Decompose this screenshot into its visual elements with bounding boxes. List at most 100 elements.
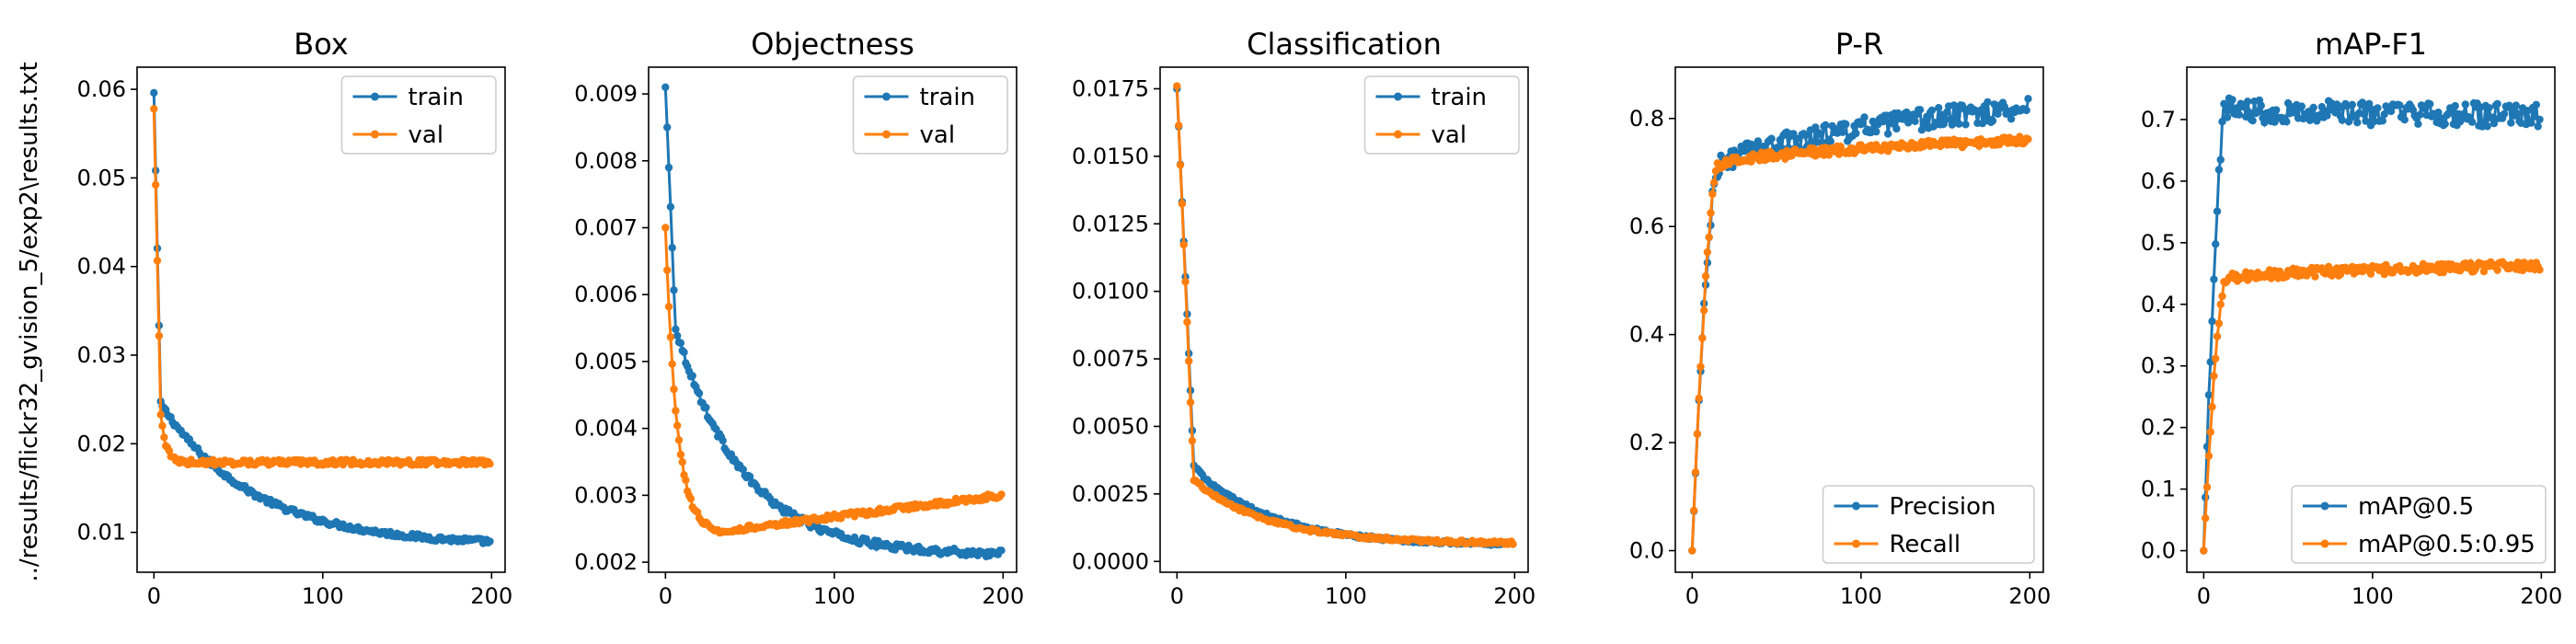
data-point bbox=[2362, 117, 2370, 125]
data-point bbox=[1792, 134, 1801, 144]
y-tick-label: 0.007 bbox=[574, 215, 638, 241]
data-point bbox=[2210, 275, 2218, 283]
data-point bbox=[2488, 113, 2497, 121]
data-point bbox=[2297, 102, 2306, 110]
data-point bbox=[1708, 190, 1717, 199]
data-point bbox=[1188, 436, 1197, 445]
data-point bbox=[155, 331, 164, 340]
legend-label: train bbox=[920, 84, 976, 111]
data-point bbox=[688, 372, 696, 380]
data-point bbox=[2243, 98, 2252, 106]
y-tick-label: 0.6 bbox=[2141, 168, 2176, 194]
series-line bbox=[1690, 98, 2030, 551]
data-point bbox=[2213, 332, 2222, 340]
data-point bbox=[686, 494, 696, 503]
data-point bbox=[2374, 104, 2382, 112]
series-line bbox=[152, 109, 491, 469]
data-point bbox=[2306, 116, 2315, 124]
data-point bbox=[664, 303, 673, 311]
data-point bbox=[668, 360, 676, 368]
data-point bbox=[2380, 110, 2388, 119]
data-point bbox=[1186, 398, 1195, 407]
data-point bbox=[2400, 116, 2409, 124]
data-point bbox=[2534, 122, 2542, 131]
y-tick-label: 0.4 bbox=[2141, 292, 2176, 317]
data-point bbox=[664, 163, 673, 172]
data-point bbox=[694, 508, 702, 516]
data-point bbox=[672, 325, 680, 334]
data-point bbox=[739, 466, 747, 474]
data-point bbox=[2016, 132, 2024, 141]
series-train bbox=[661, 83, 1006, 561]
y-tick-label: 0.006 bbox=[574, 282, 638, 307]
data-point bbox=[1955, 120, 1963, 128]
legend-label: train bbox=[408, 84, 465, 111]
data-point bbox=[2414, 120, 2422, 128]
data-point bbox=[2512, 101, 2520, 109]
data-point bbox=[2216, 155, 2225, 164]
series-line bbox=[152, 92, 491, 546]
data-point bbox=[1994, 109, 2002, 118]
data-point bbox=[676, 450, 685, 459]
data-point bbox=[1703, 247, 1712, 257]
data-point bbox=[1705, 233, 1713, 241]
data-point bbox=[160, 433, 168, 442]
data-point bbox=[2485, 104, 2493, 112]
series-train bbox=[150, 88, 494, 547]
data-point bbox=[2213, 207, 2222, 215]
data-point bbox=[2248, 116, 2257, 125]
data-point bbox=[2483, 122, 2491, 131]
data-point bbox=[1175, 121, 1183, 130]
axes-frame bbox=[648, 66, 1018, 573]
y-tick-label: 0.06 bbox=[77, 76, 126, 102]
series-line bbox=[663, 227, 1003, 535]
x-tick-label: 100 bbox=[302, 583, 344, 609]
data-point bbox=[1927, 106, 1937, 115]
data-point bbox=[1872, 127, 1880, 136]
y-tick-label: 0.004 bbox=[574, 416, 638, 442]
data-point bbox=[1179, 240, 1188, 249]
y-tick-label: 0.1 bbox=[2141, 477, 2176, 502]
data-point bbox=[2536, 266, 2544, 274]
data-point bbox=[2366, 270, 2375, 278]
y-tick-label: 0.0175 bbox=[1072, 75, 1149, 101]
data-point bbox=[1691, 468, 1700, 477]
data-point bbox=[2220, 99, 2228, 109]
data-point bbox=[1816, 130, 1825, 138]
panel-classification: Classification 0 100 200 0.0000 0.0025 0.0050 0… bbox=[1072, 27, 1535, 609]
series-line bbox=[2202, 98, 2541, 551]
y-tick-label: 0.6 bbox=[1629, 213, 1664, 239]
data-point bbox=[1690, 506, 1698, 515]
y-tick-label: 0.7 bbox=[2141, 107, 2176, 132]
data-point bbox=[165, 446, 174, 455]
y-tick-label: 0.009 bbox=[574, 81, 638, 107]
data-point bbox=[2527, 119, 2536, 127]
series-line bbox=[663, 86, 1002, 560]
panel-title: P-R bbox=[1835, 27, 1883, 62]
data-point bbox=[2398, 109, 2408, 118]
data-point bbox=[2216, 300, 2225, 309]
data-point bbox=[661, 83, 670, 92]
data-point bbox=[1707, 209, 1715, 217]
x-tick-label: 0 bbox=[147, 583, 161, 609]
data-point bbox=[1824, 151, 1834, 159]
data-point bbox=[2493, 99, 2501, 109]
data-point bbox=[719, 436, 727, 445]
data-point bbox=[1801, 131, 1810, 140]
data-point bbox=[663, 266, 672, 274]
y-tick-label: 0.002 bbox=[574, 549, 638, 575]
data-point bbox=[2214, 319, 2224, 328]
data-point bbox=[2309, 103, 2317, 112]
data-point bbox=[2202, 483, 2212, 491]
data-point bbox=[2245, 108, 2254, 117]
x-tick-label: 200 bbox=[2008, 583, 2051, 609]
series-val bbox=[661, 224, 1006, 537]
x-tick-label: 100 bbox=[1325, 583, 1367, 609]
data-point bbox=[1178, 200, 1187, 208]
x-tick-label: 100 bbox=[2352, 583, 2394, 609]
data-point bbox=[2378, 117, 2386, 125]
series-map-0-5 bbox=[2200, 94, 2544, 555]
data-point bbox=[1688, 546, 1696, 555]
panel-title: Box bbox=[293, 27, 348, 62]
data-point bbox=[2536, 115, 2544, 124]
